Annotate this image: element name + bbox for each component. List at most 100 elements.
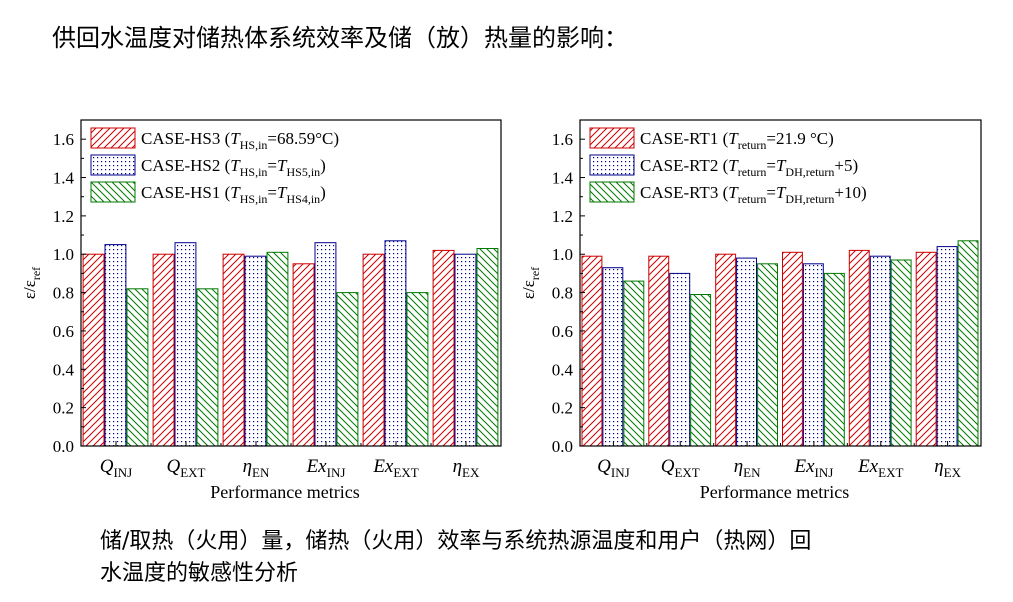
x-tick-label: QINJ	[597, 456, 630, 480]
bar-case-hs3-5	[432, 249, 455, 447]
y-tick-label: 0.2	[552, 399, 573, 418]
legend-swatch	[589, 154, 635, 176]
y-tick-label: 1.0	[53, 245, 74, 264]
legend-swatch	[589, 127, 635, 149]
legend-entry-case-hs2: CASE-HS2 (THS,in=THS5,in)	[90, 154, 326, 179]
x-tick-label: ηEX	[934, 456, 961, 480]
legend-label: CASE-RT1 (Treturn=21.9 °C)	[640, 129, 834, 152]
legend-entry-case-rt1: CASE-RT1 (Treturn=21.9 °C)	[589, 127, 834, 152]
x-tick-label-base: η	[243, 456, 252, 477]
y-tick-label: 0.4	[53, 360, 75, 379]
x-tick-label-base: η	[453, 456, 462, 477]
bar-case-hs1-4	[406, 292, 429, 447]
y-tick-label: 1.6	[552, 130, 573, 149]
legend-entry-case-rt2: CASE-RT2 (Treturn=TDH,return+5)	[589, 154, 858, 179]
x-tick-label-sub: EXT	[180, 465, 205, 480]
legend-swatch	[90, 154, 136, 176]
caption-line-1: 储/取热（火用）量，储热（火用）效率与系统热源温度和用户（热网）回	[100, 529, 812, 554]
bar-case-rt1-2	[715, 253, 737, 447]
page-title: 供回水温度对储热体系统效率及储（放）热量的影响：	[52, 24, 628, 52]
bar-case-hs3-4	[362, 253, 385, 447]
x-tick-label-sub: INJ	[611, 465, 630, 480]
bar-case-rt3-0	[623, 280, 645, 447]
x-axis-label: Performance metrics	[210, 482, 359, 502]
x-tick-label-base: η	[734, 456, 743, 477]
bar-case-rt1-4	[848, 249, 870, 447]
bar-case-rt3-5	[957, 240, 979, 447]
x-tick-label-sub: EXT	[878, 465, 903, 480]
bar-case-rt2-3	[802, 263, 824, 447]
x-tick-label-sub: EN	[252, 465, 270, 480]
y-tick-label: 0.0	[552, 437, 573, 456]
legend-swatch	[589, 181, 635, 203]
bar-case-hs2-5	[454, 253, 477, 447]
bar-case-hs1-5	[476, 248, 499, 447]
y-axis-label: ε/εref	[519, 267, 542, 299]
x-tick-label-base: Q	[100, 456, 114, 477]
bar-case-rt1-3	[782, 251, 803, 447]
x-tick-label-base: η	[934, 456, 943, 477]
x-tick-label-base: Q	[597, 456, 611, 477]
x-tick-label: ηEN	[734, 456, 761, 480]
legend-entry-case-hs1: CASE-HS1 (THS,in=THS4,in)	[90, 181, 326, 206]
y-tick-label: 0.0	[53, 437, 74, 456]
y-tick-label: 0.2	[53, 399, 74, 418]
legend-swatch	[90, 181, 136, 203]
bar-case-rt3-3	[823, 272, 845, 447]
bar-case-rt1-1	[648, 255, 670, 447]
x-tick-label-base: Ex	[372, 456, 394, 477]
x-tick-label: QINJ	[100, 456, 133, 480]
x-tick-label-sub: EXT	[674, 465, 699, 480]
x-tick-label: ηEX	[453, 456, 480, 480]
bar-case-hs1-0	[126, 288, 149, 447]
x-tick-label-base: Q	[661, 456, 675, 477]
x-tick-label-base: Ex	[857, 456, 879, 477]
x-tick-label-base: Ex	[306, 456, 328, 477]
y-tick-label: 1.0	[552, 245, 573, 264]
x-tick-label-sub: EXT	[393, 465, 418, 480]
y-tick-label: 1.6	[53, 130, 74, 149]
x-tick-label: QEXT	[661, 456, 700, 480]
legend-swatch	[90, 127, 136, 149]
x-tick-label-sub: INJ	[815, 465, 834, 480]
bar-case-hs3-0	[82, 253, 105, 447]
bar-case-rt3-2	[757, 263, 778, 447]
x-tick-label-sub: EX	[462, 465, 480, 480]
bar-case-hs3-3	[292, 263, 315, 447]
bar-case-rt3-4	[890, 259, 912, 447]
y-tick-label: 1.2	[53, 207, 74, 226]
bar-case-rt2-1	[669, 272, 691, 447]
y-tick-label: 0.8	[552, 284, 573, 303]
bar-case-hs2-4	[384, 240, 407, 447]
x-tick-label: QEXT	[166, 456, 205, 480]
y-tick-label: 1.2	[552, 207, 573, 226]
y-tick-label: 0.8	[53, 284, 74, 303]
bar-case-rt2-2	[736, 257, 757, 447]
legend-label: CASE-RT2 (Treturn=TDH,return+5)	[640, 156, 858, 179]
y-tick-label: 0.6	[552, 322, 573, 341]
x-tick-label: ExEXT	[372, 456, 418, 480]
bar-case-hs2-3	[314, 242, 337, 447]
x-tick-label-base: Ex	[794, 456, 816, 477]
x-tick-label-sub: EN	[743, 465, 761, 480]
legend-label: CASE-HS2 (THS,in=THS5,in)	[141, 156, 326, 179]
x-tick-label: ExEXT	[857, 456, 903, 480]
bar-case-rt1-0	[581, 255, 603, 447]
bar-case-rt2-4	[869, 255, 891, 447]
legend-entry-case-rt3: CASE-RT3 (Treturn=TDH,return+10)	[589, 181, 867, 206]
bar-case-hs1-2	[266, 251, 289, 447]
bar-case-hs2-2	[244, 255, 267, 447]
x-axis-label: Performance metrics	[700, 482, 849, 502]
bar-case-rt2-0	[602, 267, 624, 447]
y-tick-label: 0.4	[552, 360, 574, 379]
bar-case-rt3-1	[690, 294, 712, 447]
bar-case-hs2-1	[174, 242, 197, 447]
x-tick-label-base: Q	[166, 456, 180, 477]
legend-label: CASE-RT3 (Treturn=TDH,return+10)	[640, 183, 867, 206]
figure-caption: 储/取热（火用）量，储热（火用）效率与系统热源温度和用户（热网）回 水温度的敏感…	[100, 526, 811, 590]
x-tick-label: ηEN	[243, 456, 270, 480]
x-tick-label-sub: EX	[944, 465, 962, 480]
